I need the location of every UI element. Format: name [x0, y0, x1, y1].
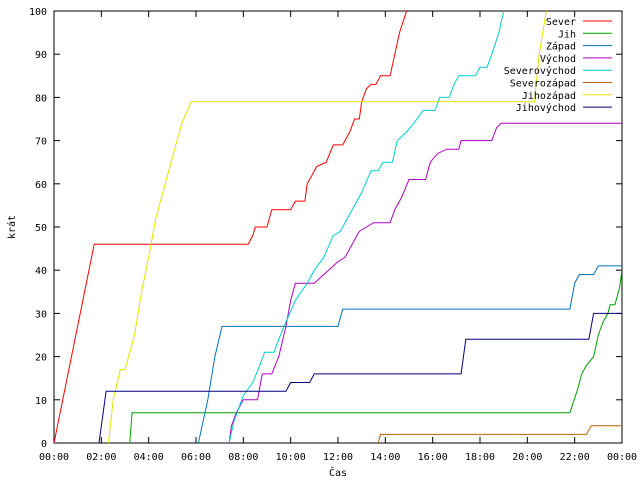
y-tick-label: 20 — [35, 353, 47, 364]
x-tick-label: 18:00 — [465, 452, 495, 463]
series-line-severovychod — [228, 11, 505, 443]
x-tick-label: 12:00 — [323, 452, 353, 463]
legend-label-jihozapad: Jihozápad — [522, 90, 576, 102]
y-tick-label: 30 — [35, 309, 47, 320]
legend-label-jih: Jih — [558, 29, 576, 40]
y-tick-label: 60 — [35, 180, 47, 191]
y-axis-ticks: 0 10 20 30 40 50 60 70 80 90 100 — [29, 7, 622, 450]
y-tick-label: 40 — [35, 266, 47, 277]
series-line-sever — [54, 11, 408, 443]
y-tick-label: 90 — [35, 50, 47, 61]
legend-label-severozapad: Severozápad — [510, 78, 576, 90]
series-line-zapad — [197, 265, 622, 443]
x-tick-label: 06:00 — [181, 452, 211, 463]
legend: SeverJihZápadVýchodSeverovýchodSeverozáp… — [504, 17, 612, 114]
legend-label-zapad: Západ — [546, 41, 576, 53]
x-axis-label: Čas — [329, 466, 347, 479]
x-tick-label: 02:00 — [86, 452, 116, 463]
y-tick-label: 50 — [35, 223, 47, 234]
legend-label-sever: Sever — [546, 17, 576, 28]
series-line-jih — [129, 270, 622, 443]
x-tick-label: 16:00 — [418, 452, 448, 463]
series-line-jihovychod — [98, 312, 622, 443]
x-tick-label: 00:00 — [607, 452, 637, 463]
x-tick-label: 10:00 — [276, 452, 306, 463]
y-tick-label: 80 — [35, 93, 47, 104]
series-lines — [54, 11, 622, 443]
x-tick-label: 14:00 — [370, 452, 400, 463]
legend-label-severovychod: Severovýchod — [504, 65, 576, 77]
y-tick-label: 10 — [35, 396, 47, 407]
x-tick-label: 00:00 — [39, 452, 69, 463]
x-axis-ticks: 00:00 02:00 04:00 06:00 08:00 10:00 12:00 14:00… — [39, 11, 637, 463]
series-line-severozapad — [377, 425, 622, 443]
y-tick-label: 0 — [41, 439, 47, 450]
x-tick-label: 08:00 — [228, 452, 258, 463]
series-line-vychod — [228, 122, 622, 443]
y-tick-label: 70 — [35, 137, 47, 148]
x-tick-label: 22:00 — [560, 452, 590, 463]
y-axis-label: krát — [6, 215, 18, 239]
series-line-jihozapad — [107, 11, 547, 443]
legend-label-vychod: Východ — [540, 53, 576, 65]
y-tick-label: 100 — [29, 7, 47, 18]
x-tick-label: 20:00 — [512, 452, 542, 463]
legend-label-jihovychod: Jihovýchod — [516, 102, 576, 114]
x-tick-label: 04:00 — [134, 452, 164, 463]
